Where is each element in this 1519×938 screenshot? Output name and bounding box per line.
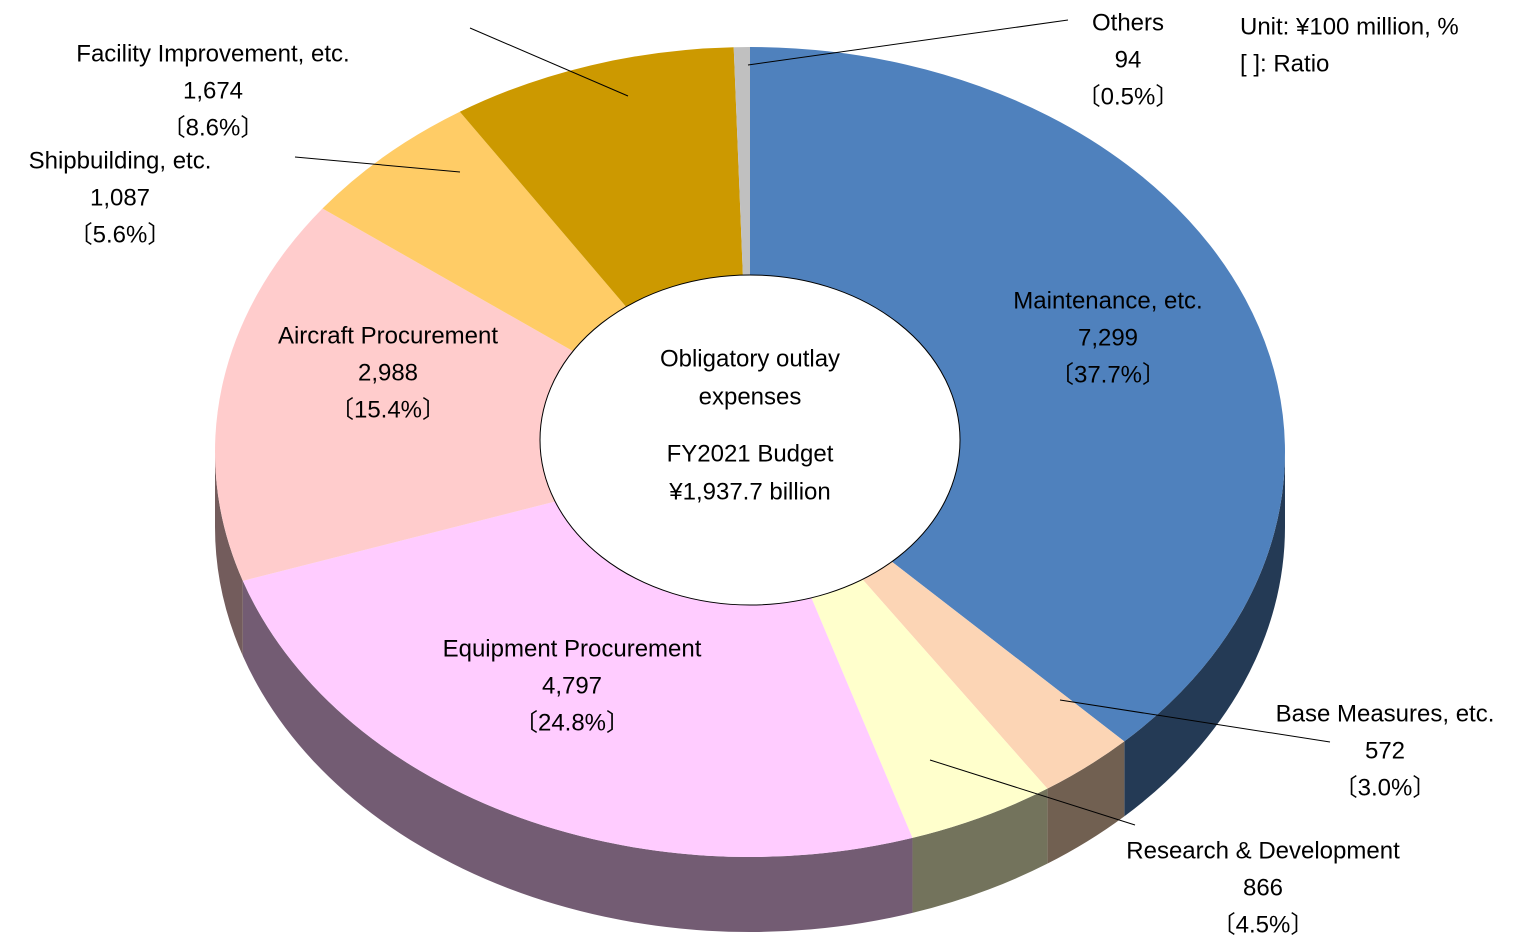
center-text: Obligatory outlay — [660, 345, 840, 372]
slice-value: 2,988 — [358, 359, 418, 386]
slice-name: Aircraft Procurement — [278, 322, 498, 349]
slice-side — [242, 580, 913, 933]
slice-value: 866 — [1243, 874, 1283, 901]
slice-side — [215, 452, 243, 656]
slice-name: Shipbuilding, etc. — [29, 147, 212, 174]
slice-percent: 〔5.6%〕 — [69, 221, 172, 248]
slice-name: Facility Improvement, etc. — [76, 40, 349, 67]
slice-value: 4,797 — [542, 672, 602, 699]
slice — [214, 208, 750, 581]
slice — [750, 47, 1285, 742]
slice-value: 1,087 — [90, 184, 150, 211]
slice-side — [912, 788, 1048, 913]
leader-line — [747, 19, 1069, 66]
slice-percent: 〔0.5%〕 — [1077, 83, 1180, 110]
slice-percent: 〔24.8%〕 — [514, 709, 630, 736]
center-text: expenses — [699, 383, 802, 410]
slice-percent: 〔4.5%〕 — [1212, 911, 1315, 938]
slice-value: 1,674 — [183, 77, 243, 104]
slice-percent: 〔3.0%〕 — [1334, 774, 1437, 801]
slice-name: Others — [1092, 9, 1164, 36]
slice-name: Equipment Procurement — [443, 635, 702, 662]
slice-name: Maintenance, etc. — [1013, 287, 1202, 314]
slice-name: Base Measures, etc. — [1276, 700, 1495, 727]
slice-percent: 〔37.7%〕 — [1050, 361, 1166, 388]
center-hole — [539, 274, 961, 606]
leader-line — [294, 156, 461, 173]
center-text: ¥1,937.7 billion — [668, 478, 830, 505]
slice-percent: 〔15.4%〕 — [330, 396, 446, 423]
center-text: FY2021 Budget — [667, 440, 834, 467]
ratio-note: [ ]: Ratio — [1240, 50, 1329, 77]
slice-side — [1047, 741, 1125, 864]
slice-value: 94 — [1115, 46, 1142, 73]
slice-value: 572 — [1365, 737, 1405, 764]
slice-name: Research & Development — [1126, 837, 1400, 864]
leader-line — [1059, 699, 1331, 743]
slice-side — [1124, 452, 1285, 817]
slice-value: 7,299 — [1078, 324, 1138, 351]
leader-line — [929, 759, 1136, 826]
unit-note: Unit: ¥100 million, % — [1240, 13, 1459, 40]
slice-percent: 〔8.6%〕 — [162, 114, 265, 141]
leader-line — [469, 27, 629, 97]
